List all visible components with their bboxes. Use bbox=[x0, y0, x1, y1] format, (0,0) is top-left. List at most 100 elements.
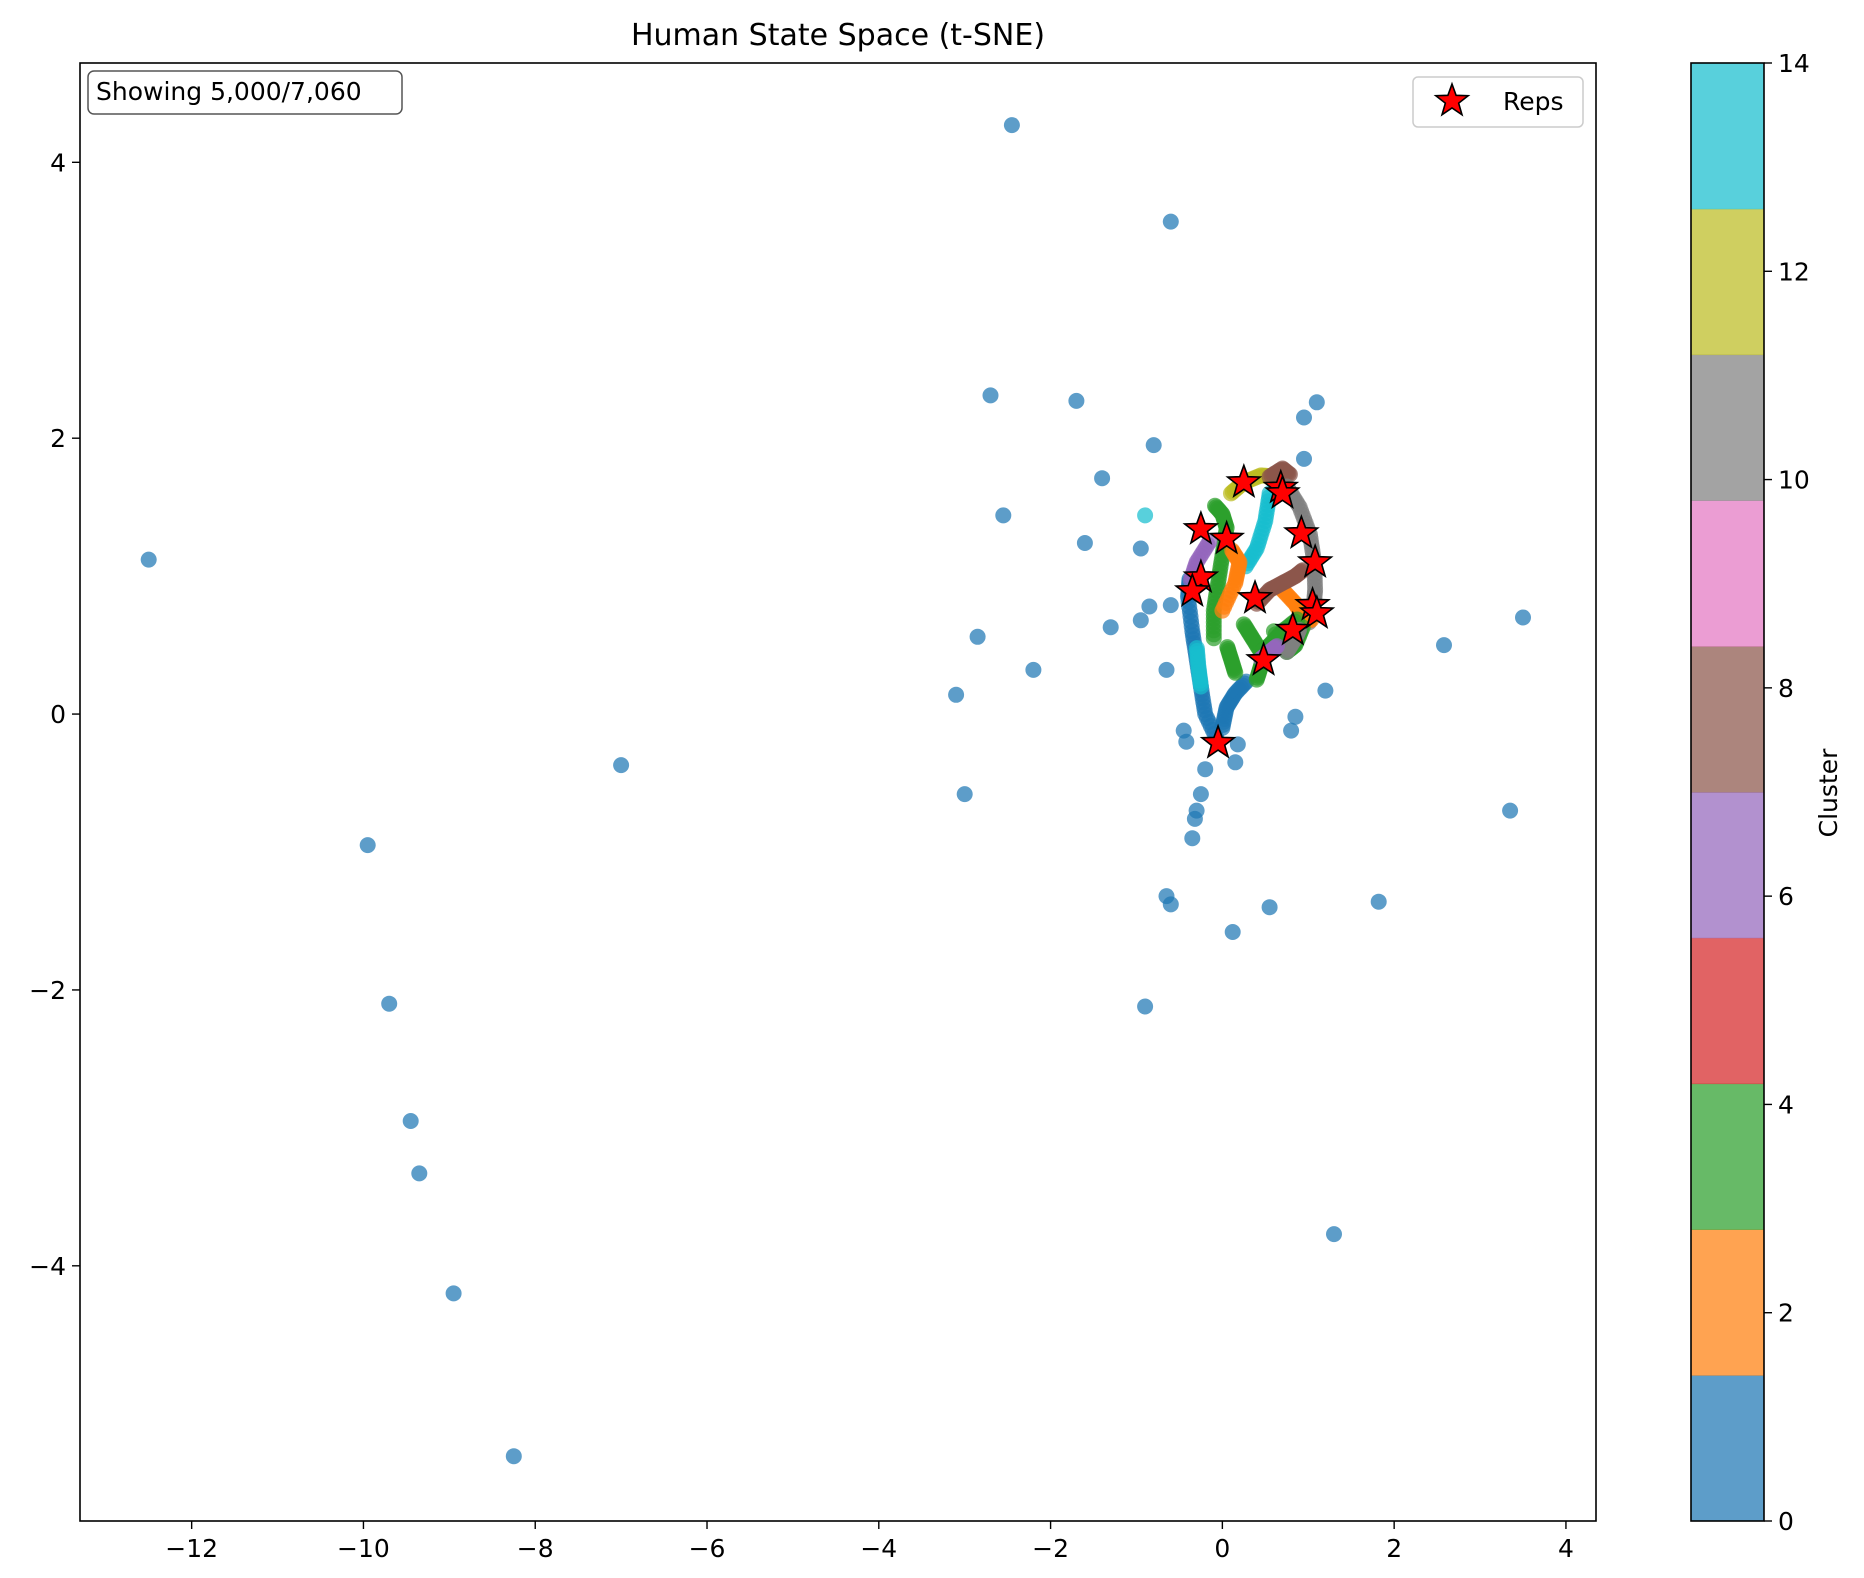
colorbar-segment bbox=[1691, 354, 1764, 501]
rep-star bbox=[1225, 462, 1263, 498]
scatter-point bbox=[1515, 609, 1531, 626]
x-tick-label: −4 bbox=[860, 1534, 897, 1563]
colorbar-segment bbox=[1691, 63, 1764, 210]
scatter-point bbox=[1102, 619, 1119, 636]
colorbar-segment bbox=[1691, 1229, 1764, 1376]
rep-star bbox=[1236, 578, 1274, 614]
colorbar-segment bbox=[1691, 646, 1764, 793]
scatter-point bbox=[1186, 810, 1203, 827]
rep-star bbox=[1208, 519, 1246, 555]
rep-star bbox=[1264, 474, 1301, 510]
scatter-point bbox=[1317, 682, 1334, 699]
legend: Reps bbox=[1412, 76, 1584, 128]
colorbar-frame bbox=[1690, 62, 1765, 1522]
scatter-point bbox=[1094, 470, 1111, 487]
colorbar-tick-label: 12 bbox=[1778, 257, 1810, 286]
scatter-point bbox=[445, 1285, 462, 1302]
rep-star bbox=[1245, 640, 1282, 676]
rep-star bbox=[1173, 571, 1211, 607]
scatter-point bbox=[402, 1113, 419, 1129]
scatter-point bbox=[1224, 924, 1241, 940]
scatter-point bbox=[1184, 830, 1201, 847]
y-tick-label: 4 bbox=[50, 148, 66, 177]
annotation-box: Showing 5,000/7,060 bbox=[87, 70, 403, 115]
scatter-point bbox=[1162, 597, 1179, 614]
colorbar-tick-label: 10 bbox=[1778, 466, 1810, 495]
scatter-point bbox=[1068, 392, 1085, 409]
scatter-point bbox=[1296, 409, 1312, 426]
scatter-point bbox=[1197, 761, 1214, 778]
plot-frame bbox=[79, 62, 1597, 1522]
cluster-point bbox=[1207, 497, 1223, 514]
colorbar-tick-label: 14 bbox=[1778, 49, 1810, 78]
cluster-point bbox=[1269, 638, 1285, 655]
x-tick-label: 2 bbox=[1386, 1534, 1402, 1563]
colorbar-tick-label: 0 bbox=[1778, 1507, 1794, 1536]
x-tick-label: −6 bbox=[689, 1534, 726, 1563]
scatter-point bbox=[1192, 786, 1209, 803]
colorbar-label: Cluster bbox=[1814, 748, 1843, 837]
colorbar-tick-label: 2 bbox=[1778, 1299, 1794, 1328]
rep-star bbox=[1296, 542, 1334, 578]
rep-star bbox=[1274, 610, 1312, 646]
scatter-point bbox=[1283, 722, 1300, 739]
colorbar-segment bbox=[1691, 937, 1764, 1085]
colorbar-tick-label: 4 bbox=[1778, 1090, 1794, 1119]
scatter-point bbox=[381, 995, 398, 1012]
scatter-point bbox=[411, 1165, 428, 1182]
scatter-point bbox=[1132, 612, 1149, 629]
y-tick-label: −4 bbox=[29, 1252, 66, 1281]
scatter-point bbox=[1308, 394, 1325, 411]
scatter-point bbox=[1003, 117, 1020, 134]
colorbar-tick-label: 8 bbox=[1778, 674, 1794, 703]
rep-star bbox=[1182, 558, 1220, 594]
rep-star bbox=[1182, 509, 1220, 545]
scatter-point bbox=[1137, 998, 1154, 1015]
x-tick-label: 4 bbox=[1558, 1534, 1574, 1563]
scatter-point bbox=[995, 507, 1012, 524]
scatter-point bbox=[1370, 893, 1387, 910]
scatter-point bbox=[1141, 598, 1158, 615]
scatter-point bbox=[1162, 213, 1179, 230]
scatter-point bbox=[140, 551, 157, 568]
scatter-point bbox=[1287, 708, 1304, 725]
y-tick-label: 2 bbox=[50, 424, 66, 453]
colorbar-axis: 0 2 4 6 8 10 12 14 bbox=[1764, 49, 1810, 1536]
scatter-point bbox=[1132, 540, 1149, 557]
scatter-point bbox=[505, 1448, 522, 1465]
x-tick-label: −10 bbox=[337, 1534, 390, 1563]
scatter-point bbox=[613, 757, 630, 774]
y-tick-label: −2 bbox=[29, 976, 66, 1005]
legend-label-reps: Reps bbox=[1503, 87, 1564, 116]
scatter-point bbox=[948, 686, 965, 703]
scatter-point bbox=[1076, 535, 1093, 551]
scatter-point bbox=[1158, 661, 1175, 678]
legend-star-icon bbox=[1433, 81, 1471, 117]
y-axis: −4 −2 0 2 4 bbox=[29, 148, 80, 1281]
x-axis: −12 −10 −8 −6 −4 −2 0 2 4 bbox=[165, 1521, 1574, 1563]
x-tick-label: −2 bbox=[1032, 1534, 1069, 1563]
x-tick-label: −12 bbox=[165, 1534, 218, 1563]
colorbar-segment bbox=[1691, 500, 1764, 647]
rep-star bbox=[1282, 514, 1320, 550]
scatter-point bbox=[1261, 899, 1278, 916]
cluster-point bbox=[1281, 466, 1298, 483]
scatter-point bbox=[1436, 637, 1452, 654]
scatter-point bbox=[1025, 661, 1042, 678]
colorbar-segment bbox=[1691, 208, 1764, 356]
scatter-point bbox=[956, 786, 973, 803]
scatter-point bbox=[982, 387, 999, 404]
cluster-point bbox=[1219, 639, 1236, 656]
cluster-point bbox=[1188, 640, 1205, 657]
scatter-point bbox=[1227, 754, 1244, 771]
x-tick-label: −8 bbox=[517, 1534, 554, 1563]
scatter-point bbox=[1296, 450, 1312, 467]
scatter-point bbox=[1137, 507, 1154, 524]
chart-title: Human State Space (t-SNE) bbox=[631, 18, 1045, 53]
x-tick-label: 0 bbox=[1214, 1534, 1230, 1563]
rep-star bbox=[1199, 723, 1237, 759]
points-layer bbox=[140, 117, 1531, 1465]
reps-layer bbox=[1173, 462, 1336, 759]
colorbar bbox=[1690, 62, 1765, 1522]
colorbar-segment bbox=[1691, 1083, 1764, 1230]
